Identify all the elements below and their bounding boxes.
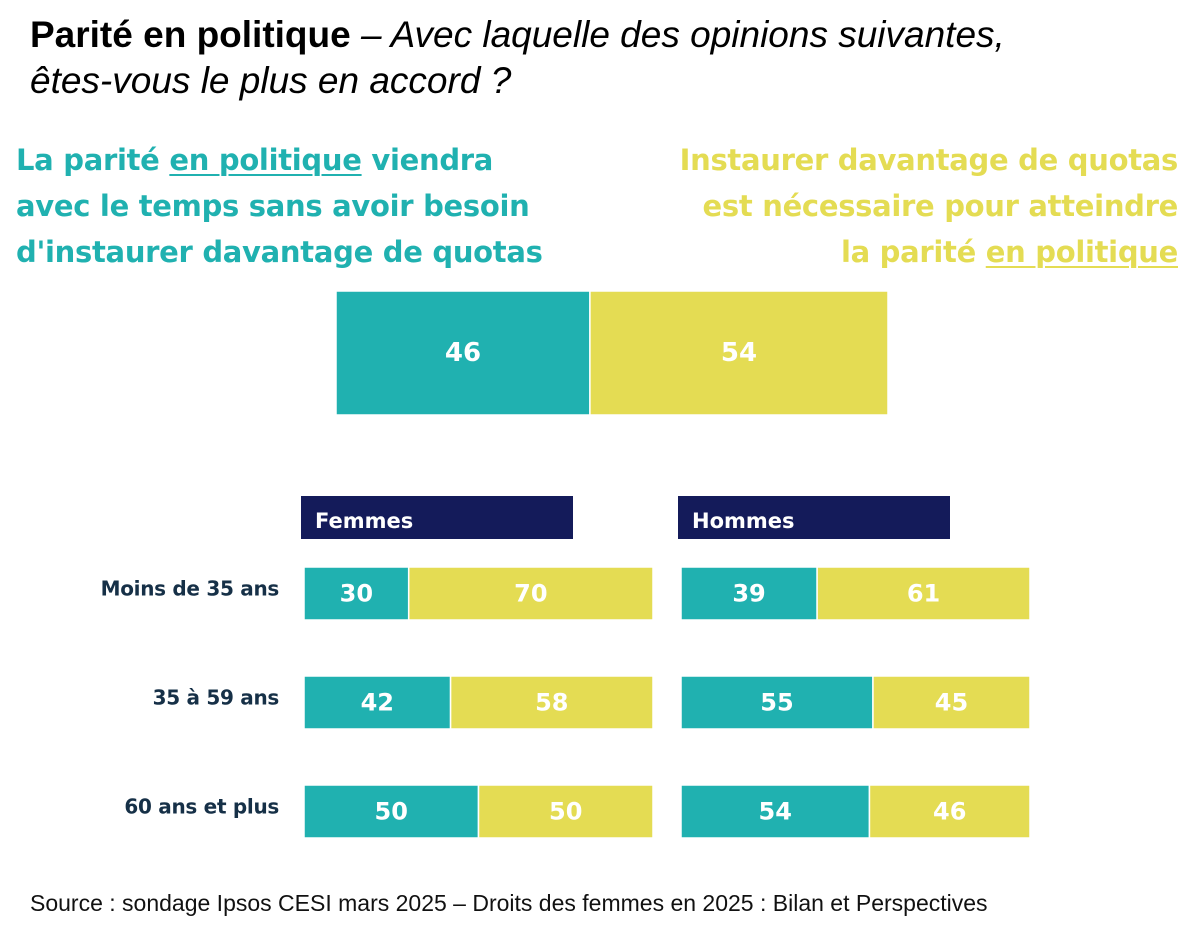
- option-right-line3-underlined: en politique: [985, 235, 1179, 269]
- title-italic-line2: êtes-vous le plus en accord ?: [30, 60, 512, 101]
- option-left-label: La parité en politique viendra avec le t…: [16, 137, 543, 275]
- hommes-row-3-segment-1: [680, 784, 871, 839]
- option-right-line3-pre: la parité: [840, 235, 986, 269]
- femmes-row-1-value-label-1: 30: [340, 580, 373, 608]
- option-left-line1-pre: La parité: [16, 143, 170, 177]
- femmes-row-3-value-label-1: 50: [375, 798, 408, 826]
- femmes-row-3-segment-1: [303, 784, 480, 839]
- hommes-row-1-segment-2: [816, 566, 1031, 621]
- hommes-row-1-value-label-1: 39: [732, 580, 765, 608]
- overall-bar-segment-2: [589, 290, 889, 416]
- option-right-label: Instaurer davantage de quotas est nécess…: [679, 137, 1179, 275]
- femmes-row-1-segment-1: [303, 566, 410, 621]
- hommes-header-label: Hommes: [692, 509, 795, 533]
- overall-bar-value-label-2: 54: [721, 338, 757, 368]
- option-right-line1: Instaurer davantage de quotas: [679, 143, 1179, 177]
- option-left-line2: avec le temps sans avoir besoin: [16, 189, 530, 223]
- hommes-row-3-value-label-2: 46: [933, 798, 966, 826]
- title-italic-line1: – Avec laquelle des opinions suivantes,: [350, 14, 1005, 55]
- option-left-line1-post: viendra: [361, 143, 494, 177]
- femmes-row-3-value-label-2: 50: [549, 798, 582, 826]
- row-label-3: 60 ans et plus: [124, 795, 279, 819]
- femmes-row-3-segment-2: [477, 784, 654, 839]
- femmes-header: [301, 496, 573, 539]
- femmes-row-1-value-label-2: 70: [514, 580, 547, 608]
- hommes-row-2-value-label-2: 45: [935, 689, 968, 717]
- femmes-row-2-value-label-2: 58: [535, 689, 568, 717]
- chart-title: Parité en politique – Avec laquelle des …: [30, 12, 1130, 104]
- row-label-1: Moins de 35 ans: [101, 577, 279, 601]
- hommes-row-3-value-label-1: 54: [759, 798, 792, 826]
- option-left-line3: d'instaurer davantage de quotas: [16, 235, 543, 269]
- overall-bar-value-label-1: 46: [445, 338, 481, 368]
- femmes-row-2-value-label-1: 42: [361, 689, 394, 717]
- hommes-row-1-segment-1: [680, 566, 818, 621]
- row-label-2: 35 à 59 ans: [153, 686, 279, 710]
- option-right-line2: est nécessaire pour atteindre: [702, 189, 1179, 223]
- hommes-row-3-segment-2: [868, 784, 1031, 839]
- femmes-row-1-segment-2: [407, 566, 654, 621]
- femmes-row-2-segment-2: [449, 675, 654, 730]
- femmes-header-label: Femmes: [315, 509, 413, 533]
- femmes-row-2-segment-1: [303, 675, 452, 730]
- option-left-line1-underlined: en politique: [169, 143, 362, 177]
- hommes-row-2-value-label-1: 55: [760, 689, 793, 717]
- overall-bar-segment-1: [335, 290, 591, 416]
- hommes-header: [678, 496, 950, 539]
- hommes-row-2-segment-2: [872, 675, 1031, 730]
- title-bold: Parité en politique: [30, 14, 351, 55]
- hommes-row-1-value-label-2: 61: [907, 580, 940, 608]
- source-note: Source : sondage Ipsos CESI mars 2025 – …: [30, 890, 988, 916]
